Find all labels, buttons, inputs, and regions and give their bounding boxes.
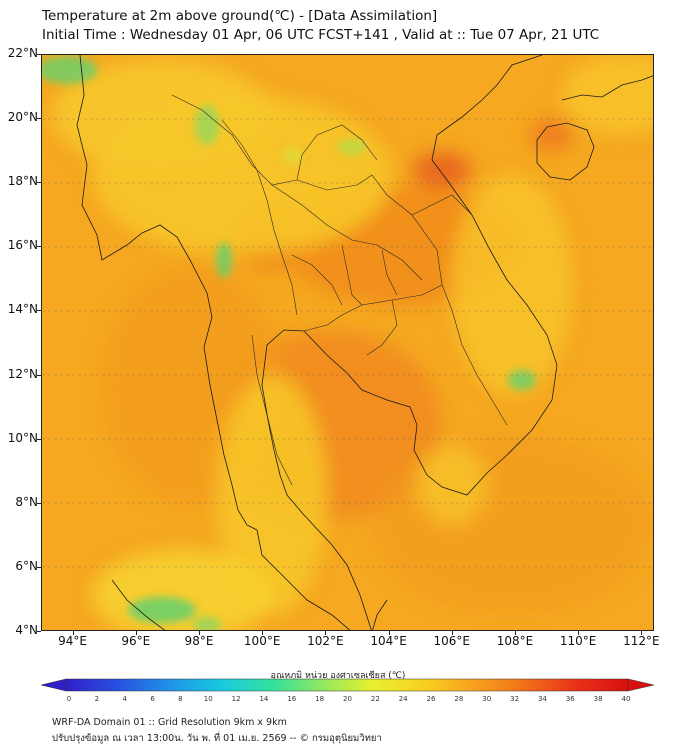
graticule [42, 118, 653, 568]
colorbar-tick-label: 36 [565, 695, 575, 703]
colorbar-tick-label: 34 [537, 695, 547, 703]
colorbar-tick-label: 18 [315, 695, 325, 703]
colorbar-tick-label: 0 [66, 695, 72, 703]
map-canvas [42, 55, 653, 630]
latitude-tick [37, 438, 41, 440]
longitude-label: 106°E [433, 634, 471, 648]
colorbar-tick-label: 40 [621, 695, 631, 703]
footer-update-info: ปรับปรุงข้อมูล ณ เวลา 13:00น. วัน พ. ที่… [52, 733, 382, 744]
longitude-tick [578, 631, 580, 635]
longitude-tick [388, 631, 390, 635]
latitude-tick [37, 118, 41, 120]
longitude-label: 98°E [184, 634, 214, 648]
longitude-label: 102°E [307, 634, 344, 648]
latitude-tick [37, 374, 41, 376]
latitude-tick [37, 631, 41, 632]
chart-subtitle: Initial Time : Wednesday 01 Apr, 06 UTC … [42, 27, 600, 43]
colorbar-tick-label: 38 [593, 695, 603, 703]
colorbar-tick-label: 30 [482, 695, 492, 703]
chart-title: Temperature at 2m above ground(℃) - [Dat… [42, 8, 438, 24]
longitude-label: 96°E [121, 634, 151, 648]
longitude-tick [198, 631, 200, 635]
longitude-label: 108°E [496, 634, 534, 648]
latitude-tick [37, 246, 41, 248]
temperature-colorbar [40, 678, 655, 692]
longitude-tick [135, 631, 137, 635]
latitude-tick [37, 182, 41, 184]
latitude-label: 12°N [7, 366, 38, 381]
latitude-label: 4°N [15, 623, 38, 637]
latitude-tick [37, 502, 41, 504]
longitude-label: 110°E [559, 634, 597, 648]
temperature-field [52, 55, 653, 630]
latitude-label: 14°N [7, 302, 38, 317]
colorbar-tick-label: 16 [287, 695, 297, 703]
latitude-tick [37, 54, 41, 55]
colorbar-tick-label: 26 [426, 695, 436, 703]
longitude-tick [72, 631, 74, 635]
latitude-label: 8°N [15, 494, 38, 509]
colorbar-left-arrow [40, 678, 67, 692]
colorbar-tick-label: 10 [203, 695, 213, 703]
colorbar-tick-label: 22 [370, 695, 380, 703]
temperature-map [41, 54, 654, 631]
latitude-label: 6°N [15, 558, 38, 573]
longitude-label: 112°E [623, 634, 660, 648]
colorbar-tick-label: 8 [178, 695, 183, 703]
longitude-tick [641, 631, 643, 635]
cool-spots [42, 56, 536, 630]
longitude-label: 104°E [370, 634, 407, 648]
longitude-tick [514, 631, 516, 635]
footer-model-info: WRF-DA Domain 01 :: Grid Resolution 9km … [52, 717, 287, 728]
longitude-tick [325, 631, 327, 635]
colorbar-right-arrow [627, 678, 655, 692]
colorbar-tick-label: 12 [231, 695, 241, 703]
latitude-label: 16°N [7, 238, 38, 253]
longitude-label: 94°E [58, 634, 88, 648]
latitude-label: 18°N [7, 174, 38, 189]
longitude-tick [451, 631, 453, 635]
latitude-label: 10°N [7, 430, 38, 445]
province-borders [171, 94, 508, 486]
colorbar-tick-label: 2 [94, 695, 100, 703]
colorbar-tick-label: 20 [343, 695, 352, 703]
colorbar-tick-label: 28 [454, 695, 464, 703]
colorbar-tick-label: 24 [398, 695, 408, 703]
colorbar-tick-label: 6 [150, 695, 155, 703]
latitude-label: 20°N [7, 110, 38, 125]
latitude-tick [37, 310, 41, 312]
colorbar-tick-label: 14 [259, 695, 269, 703]
longitude-tick [262, 631, 264, 635]
colorbar-bar [65, 678, 629, 692]
colorbar-title: อุณหภูมิ หน่วย องศาเซลเซียส (℃) [270, 671, 406, 681]
longitude-label: 100°E [243, 634, 281, 648]
latitude-tick [37, 566, 41, 568]
latitude-label: 22°N [7, 46, 38, 60]
coastlines [76, 55, 653, 630]
colorbar-tick-label: 32 [510, 695, 520, 703]
colorbar-tick-label: 4 [122, 695, 127, 703]
